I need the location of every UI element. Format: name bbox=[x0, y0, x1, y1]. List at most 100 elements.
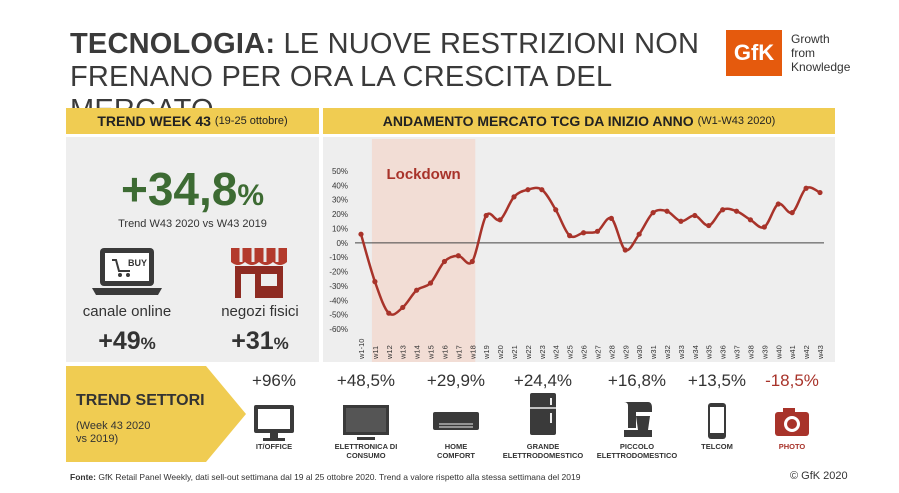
y-tick-label: 40% bbox=[332, 181, 348, 190]
store-icon bbox=[231, 248, 287, 298]
x-tick-label: w19 bbox=[482, 345, 491, 360]
x-tick-label: w31 bbox=[649, 345, 658, 360]
x-tick-label: w34 bbox=[691, 345, 700, 360]
source-label: Fonte: bbox=[70, 472, 96, 482]
smartphone-icon bbox=[708, 403, 726, 439]
sector-label-line: IT/OFFICE bbox=[255, 442, 293, 451]
sector-label-line: HOME bbox=[444, 442, 468, 451]
data-point bbox=[622, 247, 628, 253]
page-title: TECNOLOGIA: LE NUOVE RESTRIZIONI NON FRE… bbox=[70, 28, 710, 127]
x-tick-label: w21 bbox=[510, 345, 519, 360]
gfk-logo: GfK bbox=[726, 30, 782, 76]
x-tick-label: w38 bbox=[746, 345, 755, 360]
market-chart-sub: (W1-W43 2020) bbox=[697, 115, 776, 127]
x-tick-label: w22 bbox=[524, 345, 533, 360]
x-tick-label: w30 bbox=[635, 345, 644, 360]
x-tick-label: w37 bbox=[733, 345, 742, 360]
data-point bbox=[608, 215, 614, 221]
data-point bbox=[483, 212, 489, 219]
sector-label-line: GRANDE bbox=[526, 442, 560, 451]
channel-online-unit: % bbox=[140, 334, 156, 353]
x-tick-label: w27 bbox=[593, 345, 602, 360]
series-line bbox=[359, 186, 821, 316]
x-tick-label: w16 bbox=[440, 345, 449, 360]
sector-label: IT/OFFICE bbox=[224, 442, 324, 451]
data-point bbox=[636, 231, 642, 237]
sector-value: +16,8% bbox=[607, 371, 667, 390]
data-point bbox=[539, 187, 545, 193]
x-tick-label: w40 bbox=[774, 345, 783, 360]
buy-badge: BUY bbox=[128, 258, 147, 268]
x-tick-label: w32 bbox=[663, 345, 672, 360]
data-point bbox=[553, 207, 559, 213]
y-tick-label: -30% bbox=[329, 282, 348, 291]
x-tick-label: w33 bbox=[677, 345, 686, 360]
data-point bbox=[664, 208, 670, 214]
lockdown-band bbox=[371, 139, 476, 362]
data-point bbox=[692, 212, 698, 219]
data-point bbox=[567, 233, 573, 239]
sector-value: +29,9% bbox=[426, 371, 486, 390]
source-note: Fonte: GfK Retail Panel Weekly, dati sel… bbox=[70, 472, 580, 482]
data-point bbox=[469, 258, 475, 265]
channel-online-label: canale online bbox=[82, 303, 172, 320]
sector-label-line: ELETTRODOMESTICO bbox=[596, 451, 678, 460]
x-tick-label: w28 bbox=[607, 345, 616, 360]
data-point bbox=[580, 230, 587, 236]
sector-label: PICCOLO ELETTRODOMESTICO bbox=[587, 442, 687, 460]
data-point bbox=[511, 194, 517, 200]
x-tick-label: w13 bbox=[399, 345, 408, 360]
data-point bbox=[817, 189, 823, 196]
sector-heading: TREND SETTORI bbox=[76, 392, 205, 409]
data-point bbox=[706, 222, 712, 229]
channel-store-value: +31% bbox=[205, 327, 315, 356]
sector-label-line: COMFORT bbox=[437, 451, 475, 460]
title-bold: TECNOLOGIA: bbox=[70, 28, 276, 60]
sector-label-line: ELETTRODOMESTICO bbox=[502, 451, 584, 460]
sector-label: PHOTO bbox=[742, 442, 842, 451]
trend-value: +34,8% bbox=[66, 162, 319, 216]
mixer-icon bbox=[624, 402, 652, 437]
sector-label-line: CONSUMO bbox=[346, 451, 386, 460]
trend-value-unit: % bbox=[237, 179, 265, 212]
data-point bbox=[400, 304, 406, 311]
channel-store-number: +31 bbox=[231, 327, 274, 355]
y-tick-label: -50% bbox=[329, 311, 348, 320]
trend-value-number: +34,8 bbox=[120, 163, 238, 215]
y-tick-label: -40% bbox=[329, 296, 348, 305]
source-text: GfK Retail Panel Weekly, dati sell-out s… bbox=[95, 472, 581, 482]
y-tick-label: -20% bbox=[329, 268, 348, 277]
data-point bbox=[720, 207, 726, 213]
x-tick-label: w35 bbox=[705, 345, 714, 360]
x-tick-label: w17 bbox=[454, 345, 463, 360]
title-line1: LE NUOVE RESTRIZIONI NON bbox=[275, 28, 700, 60]
data-point bbox=[427, 280, 434, 286]
x-tick-label: w18 bbox=[468, 345, 477, 360]
market-chart-heading: ANDAMENTO MERCATO TCG DA INIZIO ANNO (W1… bbox=[323, 108, 835, 134]
sector-label: HOME COMFORT bbox=[406, 442, 506, 460]
tv-icon bbox=[343, 405, 389, 440]
data-point bbox=[372, 279, 378, 285]
data-point bbox=[594, 228, 601, 234]
sector-label-line: PICCOLO bbox=[619, 442, 655, 451]
data-point bbox=[789, 210, 795, 216]
sector-value: -18,5% bbox=[765, 371, 819, 390]
x-tick-label: w26 bbox=[580, 345, 589, 360]
sector-label-line: PHOTO bbox=[778, 442, 806, 451]
sector-value: +96% bbox=[252, 371, 296, 390]
y-tick-label: 30% bbox=[332, 196, 348, 205]
y-tick-label: -60% bbox=[329, 325, 348, 334]
market-chart-title: ANDAMENTO MERCATO TCG DA INIZIO ANNO bbox=[382, 113, 694, 129]
copyright: © GfK 2020 bbox=[790, 470, 848, 482]
x-tick-label: w25 bbox=[566, 345, 575, 360]
data-point bbox=[358, 231, 364, 237]
x-tick-label: w41 bbox=[788, 345, 797, 360]
x-tick-label: w23 bbox=[538, 345, 547, 360]
x-tick-label: w43 bbox=[816, 345, 825, 360]
data-point bbox=[386, 310, 392, 316]
sector-label-line: ELETTRONICA DI bbox=[334, 442, 398, 451]
x-tick-label: w15 bbox=[427, 345, 436, 360]
market-line-chart: Lockdown 50% 40% 30% 20% 10% 0% -10% -20% -30% -40… bbox=[329, 139, 825, 362]
y-tick-label: 20% bbox=[332, 210, 348, 219]
sector-band bbox=[66, 366, 246, 462]
